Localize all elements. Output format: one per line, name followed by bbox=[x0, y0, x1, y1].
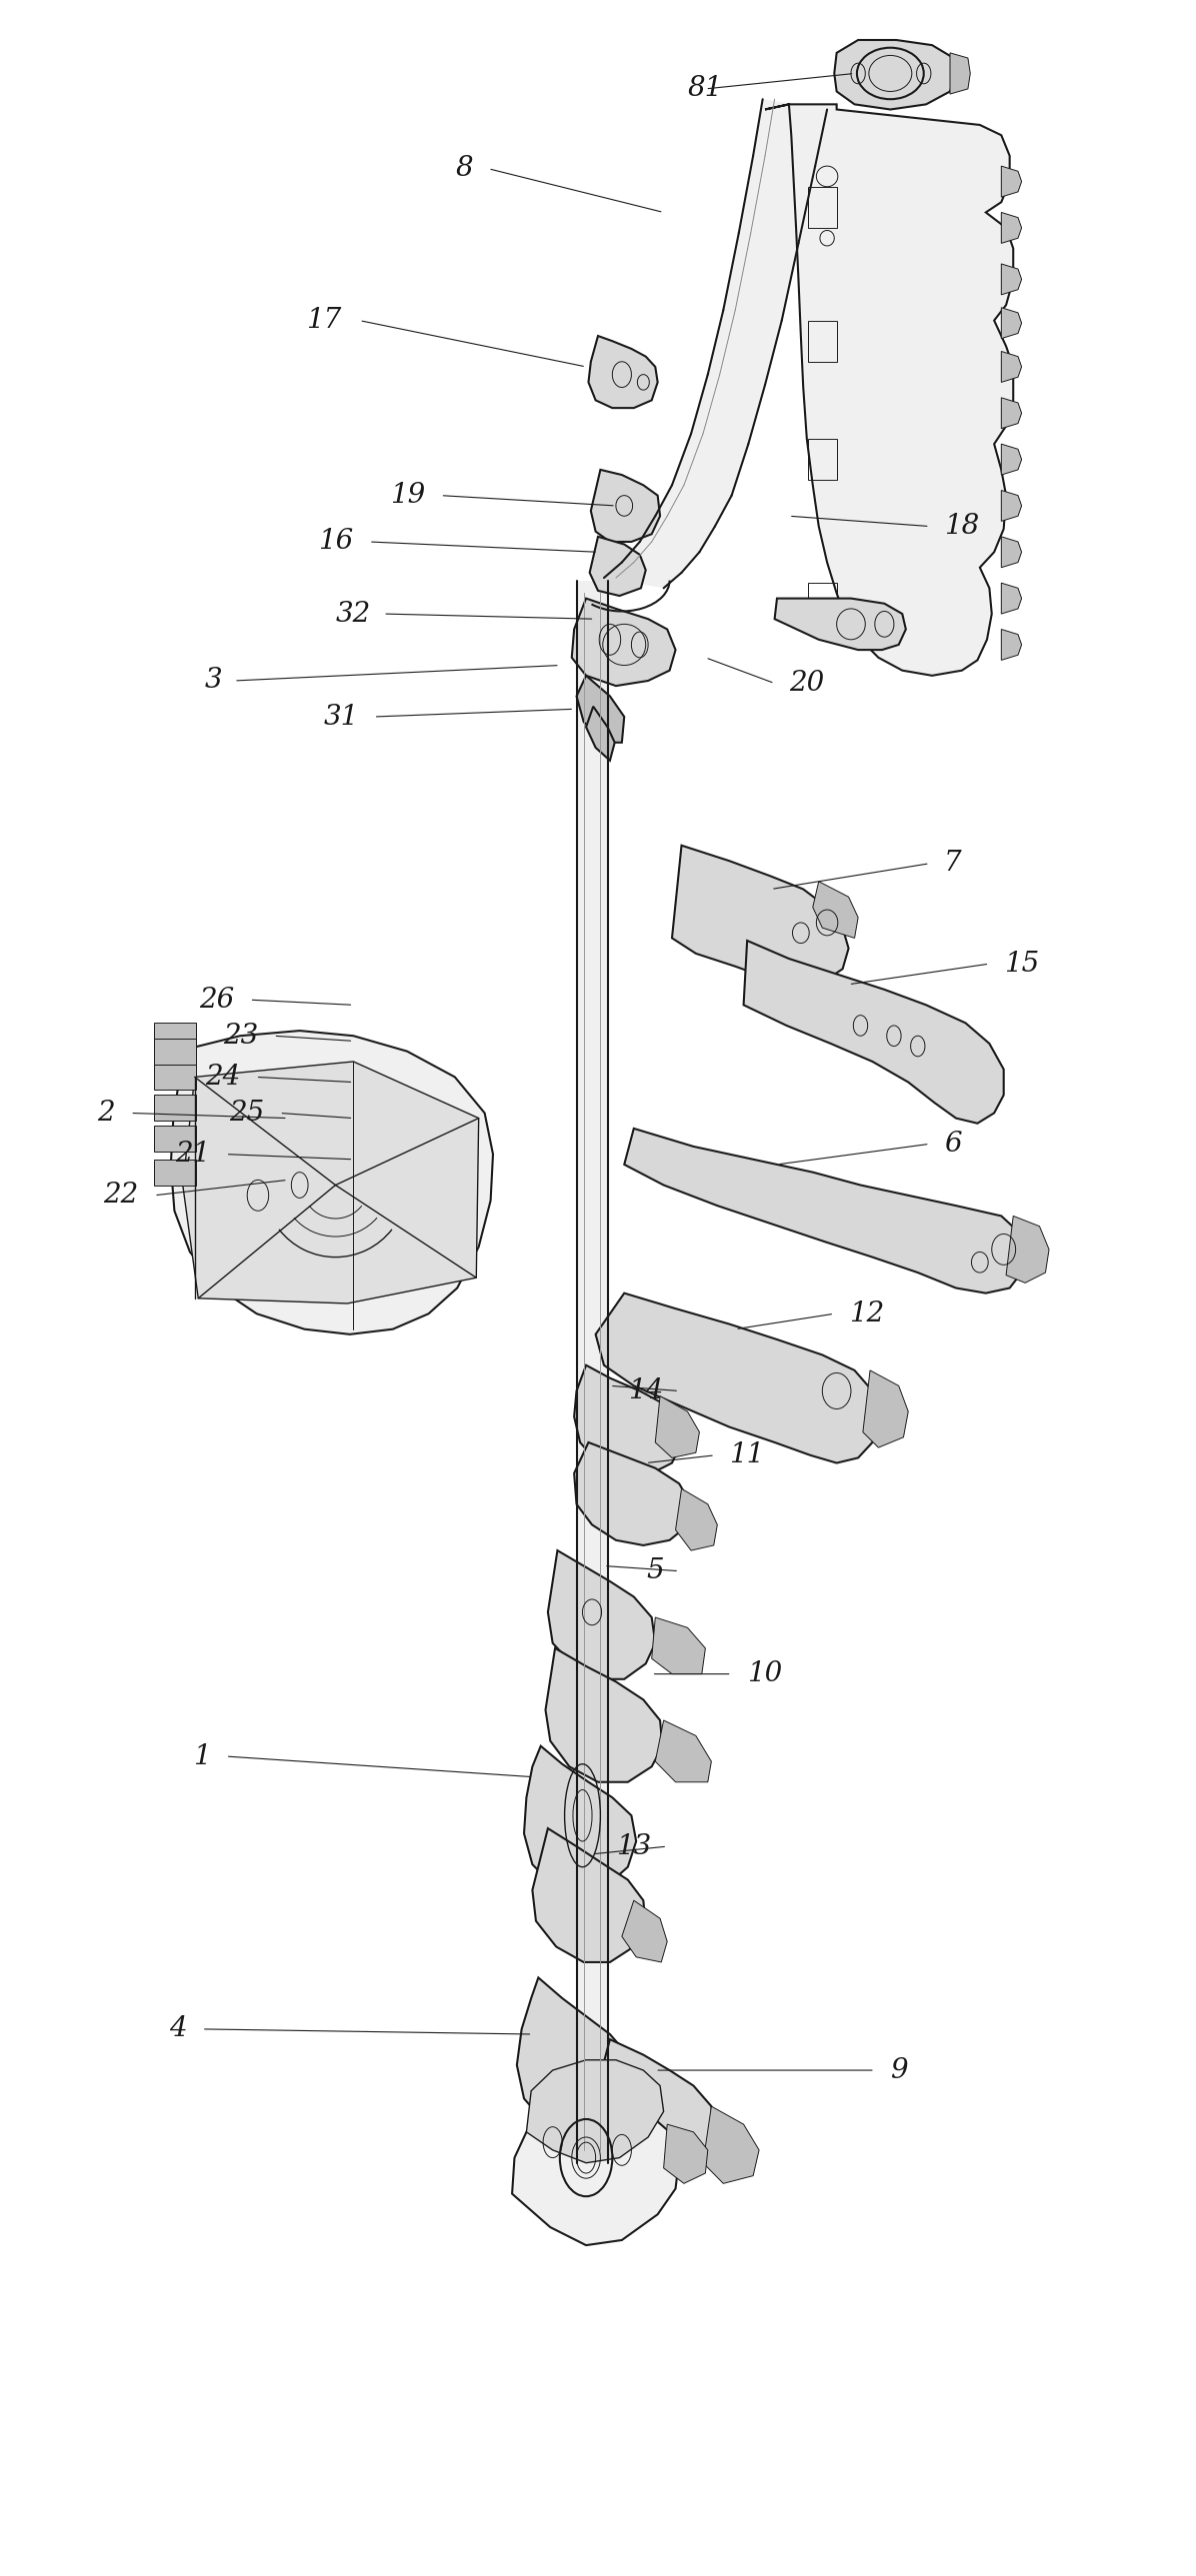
Text: 2: 2 bbox=[97, 1100, 115, 1126]
Polygon shape bbox=[703, 2107, 759, 2184]
Polygon shape bbox=[517, 1978, 631, 2133]
Polygon shape bbox=[526, 2061, 664, 2164]
Polygon shape bbox=[532, 1829, 646, 1963]
Polygon shape bbox=[591, 469, 660, 541]
Text: 32: 32 bbox=[336, 600, 371, 629]
Polygon shape bbox=[154, 1023, 196, 1048]
Text: 11: 11 bbox=[730, 1443, 764, 1468]
Polygon shape bbox=[154, 1159, 196, 1185]
Text: 5: 5 bbox=[646, 1558, 664, 1584]
Polygon shape bbox=[835, 41, 956, 108]
Polygon shape bbox=[1001, 165, 1021, 196]
Polygon shape bbox=[548, 1551, 655, 1680]
Polygon shape bbox=[1001, 536, 1021, 567]
Polygon shape bbox=[154, 1095, 196, 1121]
Polygon shape bbox=[574, 1365, 682, 1473]
Polygon shape bbox=[622, 1901, 667, 1963]
Polygon shape bbox=[183, 1061, 478, 1303]
Polygon shape bbox=[652, 1618, 706, 1674]
Polygon shape bbox=[1001, 350, 1021, 381]
Polygon shape bbox=[545, 1649, 663, 1783]
Text: 8: 8 bbox=[456, 155, 472, 183]
Text: 1: 1 bbox=[193, 1744, 210, 1770]
Polygon shape bbox=[664, 2125, 708, 2184]
Text: 26: 26 bbox=[199, 987, 234, 1012]
Text: 31: 31 bbox=[324, 703, 359, 729]
Text: 20: 20 bbox=[789, 670, 824, 696]
Polygon shape bbox=[655, 1396, 700, 1458]
Polygon shape bbox=[624, 1128, 1025, 1293]
Polygon shape bbox=[676, 1489, 718, 1551]
Text: 15: 15 bbox=[1003, 951, 1039, 976]
Text: 3: 3 bbox=[205, 667, 222, 693]
Polygon shape bbox=[862, 1370, 908, 1448]
Polygon shape bbox=[672, 845, 849, 984]
Text: 13: 13 bbox=[616, 1834, 652, 1860]
Text: 16: 16 bbox=[318, 528, 353, 556]
Text: 14: 14 bbox=[628, 1378, 664, 1404]
Polygon shape bbox=[1001, 629, 1021, 659]
Polygon shape bbox=[588, 335, 658, 407]
Text: 18: 18 bbox=[944, 513, 980, 541]
Polygon shape bbox=[1001, 263, 1021, 294]
Text: 6: 6 bbox=[944, 1131, 962, 1157]
Polygon shape bbox=[596, 1293, 878, 1463]
Polygon shape bbox=[775, 598, 905, 649]
Text: 22: 22 bbox=[103, 1182, 139, 1208]
Polygon shape bbox=[590, 536, 646, 595]
Polygon shape bbox=[154, 1064, 196, 1090]
Polygon shape bbox=[655, 1721, 712, 1783]
Polygon shape bbox=[1001, 582, 1021, 613]
Polygon shape bbox=[574, 1443, 691, 1546]
Polygon shape bbox=[813, 881, 858, 938]
Polygon shape bbox=[1001, 211, 1021, 242]
Text: 23: 23 bbox=[222, 1023, 258, 1048]
Polygon shape bbox=[572, 598, 676, 685]
Text: 24: 24 bbox=[205, 1064, 240, 1090]
Polygon shape bbox=[586, 706, 615, 760]
Polygon shape bbox=[1001, 397, 1021, 428]
Polygon shape bbox=[171, 1030, 493, 1334]
Polygon shape bbox=[1001, 443, 1021, 474]
Text: 9: 9 bbox=[890, 2056, 908, 2084]
Polygon shape bbox=[524, 1747, 636, 1893]
Polygon shape bbox=[576, 580, 608, 2164]
Polygon shape bbox=[950, 54, 970, 95]
Polygon shape bbox=[744, 940, 1003, 1123]
Polygon shape bbox=[154, 1126, 196, 1151]
Text: 12: 12 bbox=[849, 1301, 884, 1327]
Text: 25: 25 bbox=[228, 1100, 264, 1126]
Text: 17: 17 bbox=[306, 307, 341, 335]
Polygon shape bbox=[598, 2040, 714, 2179]
Text: 19: 19 bbox=[390, 482, 425, 510]
Text: 81: 81 bbox=[688, 75, 722, 103]
Text: 7: 7 bbox=[944, 850, 962, 876]
Polygon shape bbox=[1001, 307, 1021, 337]
Text: 10: 10 bbox=[748, 1662, 782, 1687]
Polygon shape bbox=[765, 103, 1013, 675]
Polygon shape bbox=[512, 2102, 679, 2246]
Polygon shape bbox=[576, 675, 624, 742]
Polygon shape bbox=[1006, 1216, 1049, 1283]
Polygon shape bbox=[1001, 489, 1021, 520]
Polygon shape bbox=[154, 1038, 196, 1064]
Polygon shape bbox=[604, 98, 828, 587]
Text: 4: 4 bbox=[169, 2014, 187, 2043]
Text: 21: 21 bbox=[175, 1141, 210, 1167]
